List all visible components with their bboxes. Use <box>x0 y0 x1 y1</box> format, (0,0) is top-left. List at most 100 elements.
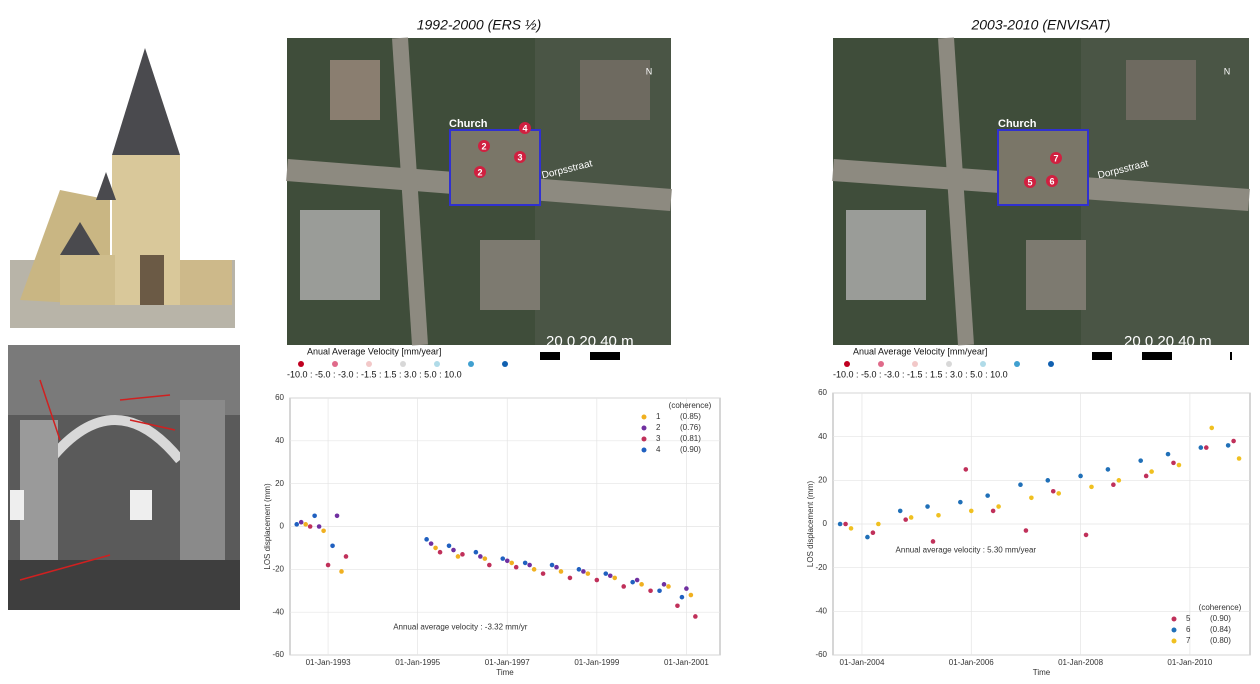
data-point <box>428 541 434 546</box>
data-point <box>339 569 344 574</box>
x-tick-label: 01-Jan-1997 <box>485 658 530 667</box>
y-tick-label: -40 <box>815 606 827 615</box>
velocity-dot <box>366 361 372 367</box>
velocity-dot <box>502 361 508 367</box>
velocity-dot <box>878 361 884 367</box>
data-point <box>437 549 443 555</box>
ps-point <box>1024 176 1036 188</box>
velocity-dot <box>1048 361 1054 367</box>
data-point <box>1056 491 1062 496</box>
data-point <box>509 560 515 566</box>
data-point <box>558 569 564 574</box>
legend-label: 3 <box>656 434 661 443</box>
church-exterior-photo <box>10 40 235 328</box>
legend-label: 5 <box>1186 614 1191 623</box>
data-point <box>848 526 854 531</box>
x-tick-label: 01-Jan-2010 <box>1167 658 1212 667</box>
legend-swatch <box>1171 638 1177 644</box>
scale-label: 20 0 20 40 m <box>546 333 634 350</box>
data-point <box>527 562 532 568</box>
legend-coherence: (0.90) <box>1210 614 1231 623</box>
ps-point-label: 6 <box>1049 176 1054 186</box>
data-point <box>1138 458 1143 463</box>
data-point <box>688 592 694 598</box>
data-point <box>996 504 1001 509</box>
y-tick-label: 60 <box>818 388 827 397</box>
data-point <box>936 512 941 518</box>
ps-point <box>478 140 490 152</box>
data-point <box>1149 469 1154 474</box>
data-point <box>482 556 488 561</box>
data-point <box>837 521 843 527</box>
data-point <box>1078 473 1083 479</box>
data-point <box>1045 478 1051 483</box>
data-point <box>958 499 963 505</box>
legend-swatch <box>641 425 647 431</box>
data-point <box>657 588 662 594</box>
velocity-dot <box>298 361 304 367</box>
data-point <box>446 543 452 549</box>
x-tick-label: 01-Jan-1995 <box>395 658 440 667</box>
data-point <box>925 504 930 509</box>
legend-swatch <box>1171 627 1177 633</box>
ps-point-label: 7 <box>1053 153 1058 163</box>
data-point <box>540 571 546 576</box>
x-tick-label: 01-Jan-2001 <box>664 658 709 667</box>
ps-point <box>474 166 486 178</box>
data-point <box>321 528 326 534</box>
data-point <box>581 569 586 574</box>
legend-title: (coherence) <box>669 401 712 410</box>
velocity-dot <box>400 361 406 367</box>
data-point <box>594 577 600 583</box>
data-point <box>1023 528 1029 533</box>
data-point <box>1116 478 1122 483</box>
ps-point-label: 5 <box>1027 177 1032 187</box>
legend-swatch <box>641 447 647 453</box>
data-point <box>1111 482 1116 488</box>
data-point <box>343 554 349 559</box>
legend-swatch <box>1171 616 1177 622</box>
y-tick-label: -20 <box>272 564 284 573</box>
legend-swatch <box>641 436 647 442</box>
legend-label: 2 <box>656 423 661 432</box>
ps-point-label: 2 <box>477 167 482 177</box>
ps-point <box>519 122 531 134</box>
data-point <box>1231 438 1236 444</box>
data-point <box>478 554 483 559</box>
data-point <box>968 508 974 514</box>
data-point <box>531 567 537 572</box>
data-point <box>1018 482 1023 488</box>
data-point <box>303 522 308 527</box>
y-tick-label: 40 <box>818 432 827 441</box>
building-label: Church <box>449 118 488 130</box>
data-point <box>1029 495 1034 501</box>
legend-label: 1 <box>656 412 661 421</box>
data-point <box>870 530 876 536</box>
data-point <box>990 508 996 514</box>
legend-coherence: (0.81) <box>680 434 701 443</box>
data-point <box>549 562 555 568</box>
data-point <box>1083 532 1089 538</box>
building-label: Church <box>998 118 1037 130</box>
velocity-dot <box>434 361 440 367</box>
velocity-dot <box>912 361 918 367</box>
church-interior-photo <box>8 345 240 610</box>
data-point <box>487 562 492 568</box>
data-point <box>451 547 456 553</box>
velocity-classes: -10.0 : -5.0 : -3.0 : -1.5 : 1.5 : 3.0 :… <box>287 369 462 379</box>
data-point <box>661 582 667 587</box>
annotation: Annual average velocity : 5.30 mm/year <box>896 545 1037 554</box>
legend-coherence: (0.80) <box>1210 636 1231 645</box>
data-point <box>903 517 908 522</box>
annotation: Annual average velocity : -3.32 mm/yr <box>393 622 528 631</box>
data-point <box>522 560 528 566</box>
velocity-legend-title: Anual Average Velocity [mm/year] <box>853 346 987 356</box>
data-point <box>455 554 461 559</box>
velocity-legend-title: Anual Average Velocity [mm/year] <box>307 346 441 356</box>
map-title: 1992-2000 (ERS ½) <box>417 17 542 33</box>
velocity-dot <box>1014 361 1020 367</box>
legend-coherence: (0.76) <box>680 423 701 432</box>
data-point <box>634 577 640 583</box>
x-tick-label: 01-Jan-2004 <box>840 658 885 667</box>
